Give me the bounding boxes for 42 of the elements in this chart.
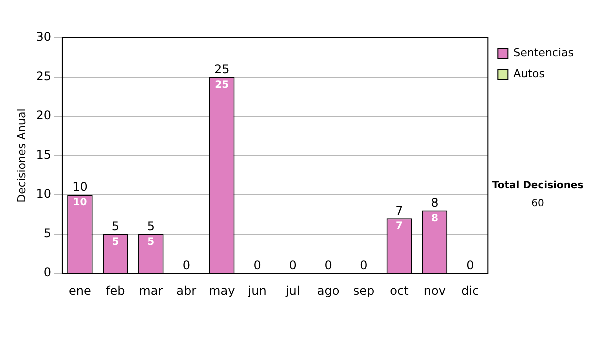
x-tick-label: jul [284,284,300,298]
y-axis-title: Decisiones Anual [15,108,28,203]
x-tick-label: sep [353,284,375,298]
y-tick-label: 10 [36,187,52,202]
total-label: 0 [324,258,332,273]
x-tick-label: jun [247,284,267,298]
total-label: 5 [147,219,155,234]
total-label: 10 [72,180,88,194]
text: Total Decisiones [492,180,584,192]
text: 60 [532,198,544,210]
y-tick-label: 5 [44,226,52,240]
data-label: 10 [73,198,88,209]
y-tick-label: 20 [36,108,52,123]
x-tick-label: mar [139,284,164,298]
total-label: 0 [466,258,474,273]
legend-label: Sentencias [514,46,574,60]
y-tick-label: 15 [36,148,52,162]
x-tick-label: ene [69,284,92,298]
x-tick-label: nov [424,284,446,298]
y-tick-label: 0 [44,266,52,280]
x-tick-label: dic [462,284,480,298]
data-label: 5 [148,236,155,248]
data-label: 25 [215,80,230,91]
total-label: 0 [182,258,190,273]
x-tick-label: oct [390,284,410,298]
x-tick-label: feb [106,284,126,298]
y-tick-label: 25 [36,69,52,84]
x-tick-label: may [209,284,236,298]
total-label: 0 [360,258,368,273]
data-label: 7 [396,221,403,232]
x-tick-label: abr [176,284,197,298]
y-tick-label: 30 [36,30,52,44]
x-tick-label: ago [317,284,340,298]
total-label: 25 [214,62,230,76]
total-label: 0 [289,258,297,273]
total-label: 7 [396,204,404,218]
total-label: 8 [431,196,439,210]
data-label: 8 [431,213,438,224]
legend-label: Autos [514,67,546,80]
total-label: 0 [254,258,262,273]
total-label: 5 [112,219,120,234]
data-label: 5 [112,236,120,248]
